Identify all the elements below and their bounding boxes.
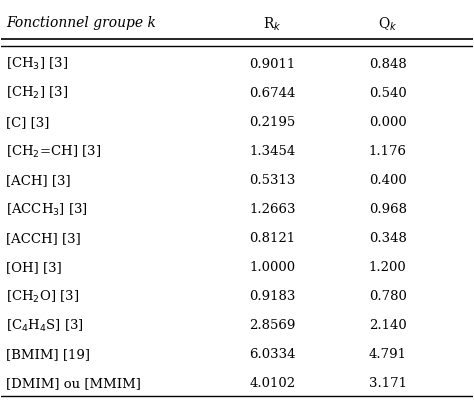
Text: 1.2663: 1.2663 [249,202,296,215]
Text: 0.5313: 0.5313 [249,174,295,187]
Text: 1.200: 1.200 [369,260,407,273]
Text: [ACCH] [3]: [ACCH] [3] [6,232,81,245]
Text: [DMIM] ou [MMIM]: [DMIM] ou [MMIM] [6,376,141,389]
Text: [BMIM] [19]: [BMIM] [19] [6,347,90,360]
Text: Q$_k$: Q$_k$ [378,15,398,33]
Text: 0.2195: 0.2195 [249,116,295,129]
Text: 0.9183: 0.9183 [249,290,295,303]
Text: 0.780: 0.780 [369,290,407,303]
Text: [OH] [3]: [OH] [3] [6,260,62,273]
Text: 6.0334: 6.0334 [249,347,296,360]
Text: [CH$_2$=CH] [3]: [CH$_2$=CH] [3] [6,143,101,159]
Text: 4.791: 4.791 [369,347,407,360]
Text: 2.140: 2.140 [369,318,407,331]
Text: 0.000: 0.000 [369,116,407,129]
Text: 0.6744: 0.6744 [249,87,295,100]
Text: [CH$_2$] [3]: [CH$_2$] [3] [6,85,68,101]
Text: 1.3454: 1.3454 [249,145,295,158]
Text: 2.8569: 2.8569 [249,318,295,331]
Text: 0.848: 0.848 [369,58,407,71]
Text: [CH$_3$] [3]: [CH$_3$] [3] [6,56,68,72]
Text: [CH$_2$O] [3]: [CH$_2$O] [3] [6,288,79,304]
Text: Fonctionnel groupe k: Fonctionnel groupe k [6,15,156,30]
Text: 0.540: 0.540 [369,87,407,100]
Text: 1.176: 1.176 [369,145,407,158]
Text: [ACCH$_3$] [3]: [ACCH$_3$] [3] [6,201,88,217]
Text: 0.8121: 0.8121 [249,232,295,245]
Text: 1.0000: 1.0000 [249,260,295,273]
Text: [C] [3]: [C] [3] [6,116,49,129]
Text: 4.0102: 4.0102 [249,376,295,389]
Text: 0.9011: 0.9011 [249,58,295,71]
Text: 0.968: 0.968 [369,202,407,215]
Text: 3.171: 3.171 [369,376,407,389]
Text: [C$_4$H$_4$S] [3]: [C$_4$H$_4$S] [3] [6,317,84,333]
Text: 0.400: 0.400 [369,174,407,187]
Text: 0.348: 0.348 [369,232,407,245]
Text: [ACH] [3]: [ACH] [3] [6,174,71,187]
Text: R$_k$: R$_k$ [263,15,282,33]
